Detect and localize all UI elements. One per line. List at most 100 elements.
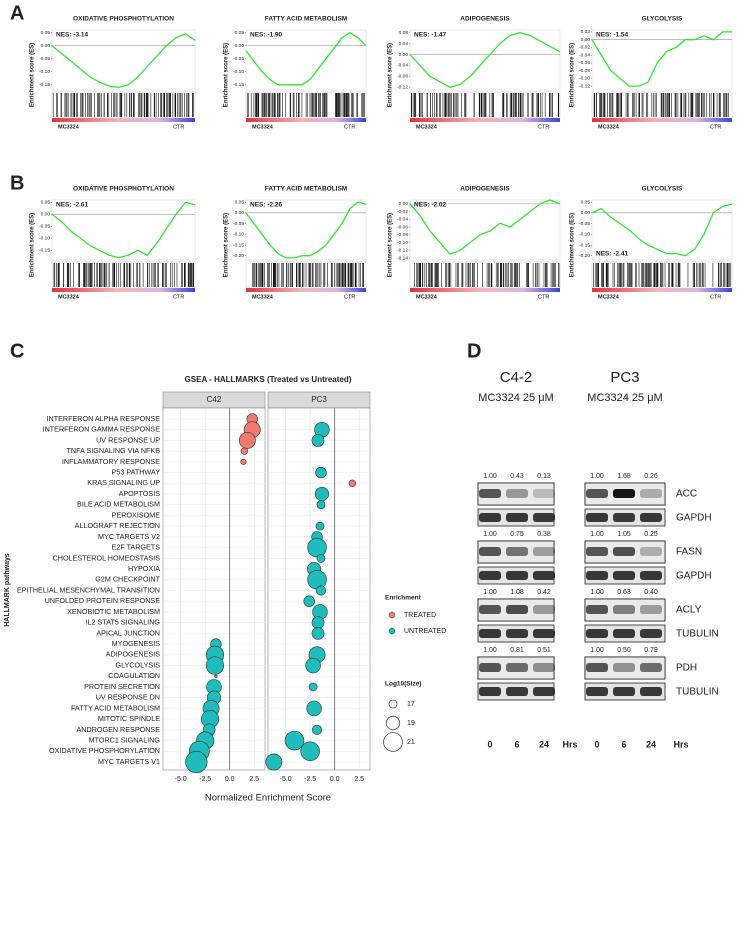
quant-label: 0.51 (537, 647, 551, 654)
y-axis-label: Enrichment score (ES) (570, 213, 576, 277)
quant-label: 0.40 (644, 589, 658, 596)
quant-label: 0.26 (644, 473, 658, 480)
y-tick-label: 0.00 (399, 52, 409, 58)
plot-title: FATTY ACID METABOLISM (265, 16, 347, 23)
right-label: CTR (538, 124, 549, 130)
time-label: 24 (646, 739, 656, 749)
dot (316, 500, 326, 510)
band (586, 663, 608, 672)
band (479, 663, 501, 672)
dot (306, 700, 322, 717)
blot-bg (477, 482, 555, 506)
y-tick-label: -0.12 (397, 248, 408, 254)
legend-swatch (388, 611, 396, 619)
quant-label: 1.00 (590, 647, 604, 654)
band (613, 663, 635, 672)
y-tick-label: -0.10 (397, 240, 408, 246)
loading-band (533, 513, 555, 522)
nes-label: NES: -2.26 (250, 202, 283, 209)
quant-label: 1.00 (483, 473, 497, 480)
quant-label: 0.63 (617, 589, 631, 596)
nes-label: NES: -2.02 (414, 202, 447, 209)
y-axis-label: Enrichment score (ES) (224, 213, 230, 277)
right-label: CTR (344, 294, 355, 300)
right-label: CTR (710, 294, 721, 300)
y-tick-label: -0.12 (579, 83, 590, 89)
y-tick-label: -0.02 (397, 209, 408, 215)
category-label: MITOTIC SPINDLE (98, 714, 160, 723)
target-label: ACC (676, 489, 697, 500)
y-tick-label: -0.10 (233, 69, 244, 75)
category-label: PROTEIN SECRETION (84, 682, 160, 691)
y-tick-label: -0.04 (397, 217, 408, 223)
left-label: MC3324 (598, 124, 620, 130)
loading-band (640, 687, 662, 696)
dot (185, 750, 208, 774)
band (533, 489, 555, 498)
x-tick-label: 2.5 (354, 776, 364, 783)
loading-band (586, 629, 608, 638)
y-tick-label: 0.05 (41, 30, 51, 36)
dot (300, 741, 320, 762)
band (533, 663, 555, 672)
category-label: ADIPOGENESIS (106, 650, 161, 659)
category-label: XENOBIOTIC METABOLISM (67, 607, 160, 616)
y-tick-label: -0.02 (579, 45, 590, 51)
plot-title: OXIDATIVE PHOSPHOTYLATION (73, 186, 174, 193)
dot (240, 458, 247, 465)
y-tick-label: -0.15 (579, 242, 590, 248)
rank-bar (410, 288, 560, 292)
blot-bg (584, 598, 666, 622)
loading-band (506, 571, 528, 580)
nes-label: NES: -1.90 (250, 32, 283, 39)
y-tick-label: 0.05 (41, 200, 51, 206)
left-label: MC3324 (416, 124, 438, 130)
loading-band (586, 687, 608, 696)
barcode-frame (51, 261, 196, 289)
rank-bar (52, 118, 195, 122)
left-label: MC3324 (252, 294, 274, 300)
band (479, 489, 501, 498)
plot-title: GLYCOLYSIS (642, 186, 683, 193)
band (479, 547, 501, 556)
dot (316, 553, 326, 563)
panel-label: B (10, 172, 24, 194)
quant-label: 0.25 (644, 531, 658, 538)
dot (315, 521, 325, 531)
legend-title: Enrichment (385, 595, 422, 602)
quant-label: 1.68 (617, 473, 631, 480)
category-label: ANDROGEN RESPONSE (77, 725, 161, 734)
y-tick-label: 0.08 (399, 30, 409, 36)
es-curve (51, 201, 196, 259)
loading-band (506, 687, 528, 696)
y-axis-label: Enrichment score (ES) (388, 43, 394, 107)
dot (303, 595, 315, 607)
y-tick-label: -0.15 (39, 248, 50, 254)
loading-label: GAPDH (676, 571, 712, 582)
plot-frame (51, 29, 196, 91)
category-label: BILE ACID METABOLISM (77, 500, 160, 509)
loading-band (613, 571, 635, 580)
size-legend-label: 21 (407, 739, 415, 746)
loading-band (640, 513, 662, 522)
plot-frame (245, 29, 367, 91)
dot (205, 656, 225, 675)
y-tick-label: -0.05 (39, 224, 50, 230)
y-tick-label: 0.00 (235, 43, 245, 49)
y-tick-label: -0.06 (579, 60, 590, 66)
right-label: CTR (710, 124, 721, 130)
x-tick-label: -2.5 (304, 776, 316, 783)
es-curve (245, 31, 367, 86)
dot (308, 682, 318, 692)
category-label: GLYCOLYSIS (116, 660, 161, 669)
left-label: MC3324 (598, 294, 620, 300)
band (586, 489, 608, 498)
category-label: TNFA SIGNALING VIA NFKB (67, 446, 161, 455)
nes-label: NES: -2.41 (596, 251, 629, 258)
loading-label: TUBULIN (676, 687, 719, 698)
time-label: 6 (621, 739, 626, 749)
dot (311, 626, 325, 640)
category-label: APOPTOSIS (119, 489, 161, 498)
loading-band (533, 629, 555, 638)
y-tick-label: -0.20 (233, 253, 244, 259)
